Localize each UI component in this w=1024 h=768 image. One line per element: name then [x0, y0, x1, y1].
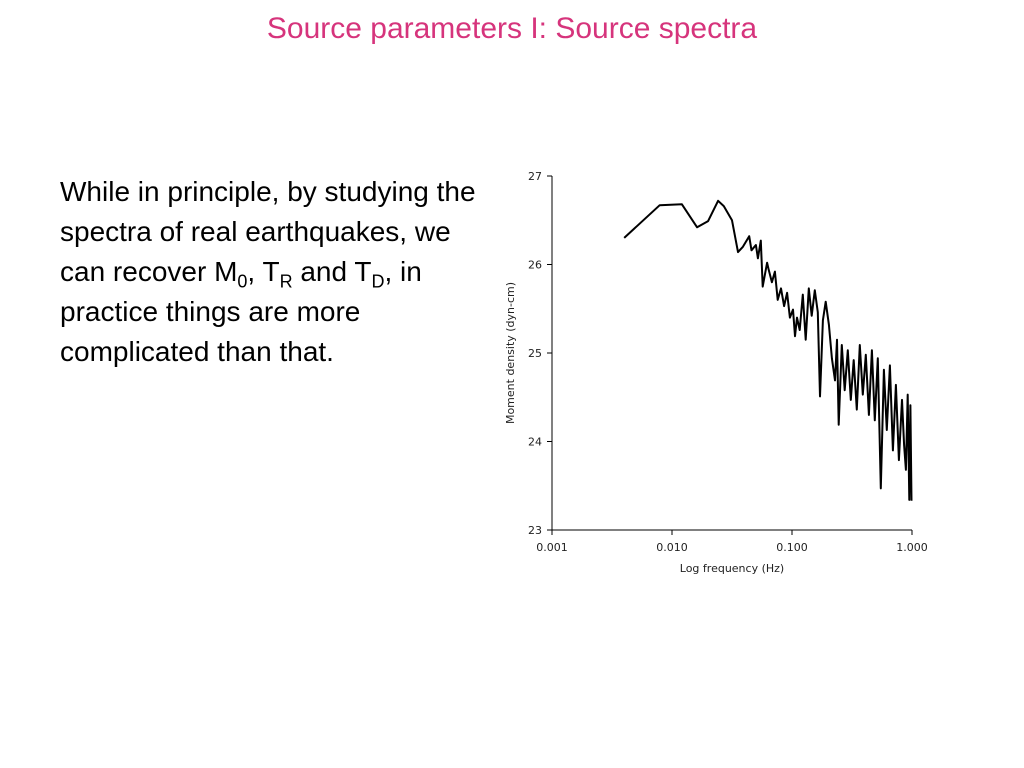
- body-text: While in principle, by studying the spec…: [60, 172, 480, 372]
- text: , T: [247, 256, 280, 287]
- y-tick-label: 25: [528, 347, 542, 360]
- y-tick-label: 26: [528, 259, 542, 272]
- x-tick-label: 0.100: [776, 541, 808, 554]
- y-tick-label: 27: [528, 170, 542, 183]
- y-tick-label: 23: [528, 524, 542, 537]
- chart: 23 24 25 26 27 0.001 0.010 0.100 1.000 Log freque…: [504, 170, 928, 575]
- slide-title: Source parameters I: Source spectra: [267, 12, 758, 45]
- text: and T: [292, 256, 372, 287]
- text: While in principle, by studying the spec…: [60, 176, 476, 287]
- x-tick-label: 1.000: [896, 541, 928, 554]
- text: , in practice things are more complicate…: [60, 256, 422, 367]
- y-tick-label: 24: [528, 436, 542, 449]
- x-tick-label: 0.010: [656, 541, 688, 554]
- x-tick-label: 0.001: [536, 541, 568, 554]
- y-axis-label: Moment density (dyn-cm): [504, 282, 517, 424]
- x-axis-label: Log frequency (Hz): [680, 562, 784, 575]
- subscript: 0: [237, 271, 248, 292]
- subscript: D: [371, 271, 385, 292]
- subscript: R: [279, 271, 293, 292]
- data-line: [623, 199, 913, 501]
